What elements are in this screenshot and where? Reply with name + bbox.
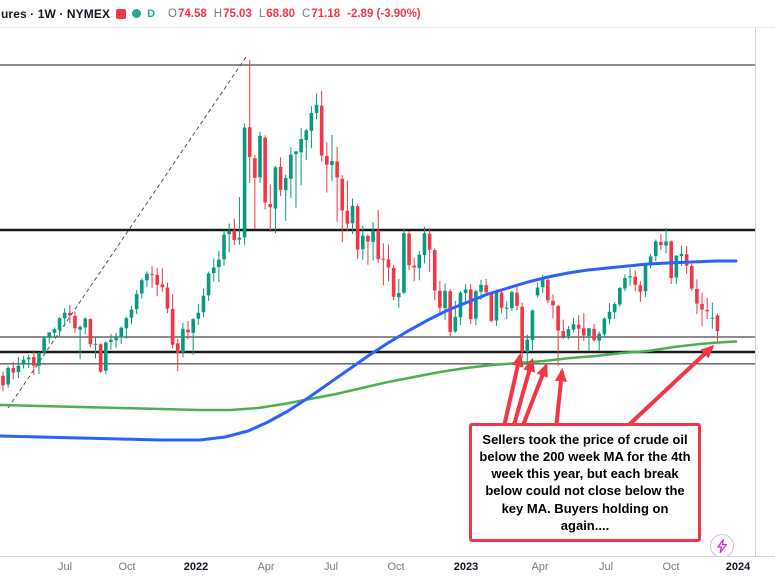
time-axis-label: Jul — [57, 561, 73, 573]
interval-indicator: D — [147, 7, 156, 20]
time-axis-label: Apr — [257, 561, 275, 573]
candles-series — [1, 60, 720, 392]
time-axis-label: Oct — [387, 561, 405, 573]
price-axis-border — [755, 27, 756, 556]
instant-trading-button[interactable] — [710, 534, 734, 558]
time-axis-label: Apr — [531, 561, 549, 573]
lightning-bolt-icon — [717, 539, 728, 553]
annotation-callout[interactable]: Sellers took the price of crude oil belo… — [469, 423, 701, 542]
data-status-icon — [132, 9, 142, 18]
flag-icon[interactable] — [116, 8, 127, 19]
chart-header: ures · 1W · NYMEX D O 74.58 H 75.03 L 68.80… — [0, 0, 775, 28]
close-value: 71.18 — [311, 7, 341, 20]
change-value: -2.89 (-3.90%) — [347, 7, 421, 20]
open-value: 74.58 — [177, 7, 207, 20]
high-label: H — [213, 7, 223, 20]
moving-averages[interactable] — [0, 259, 738, 442]
time-axis-label: Jul — [598, 561, 614, 573]
support-resistance-lines[interactable] — [0, 64, 755, 365]
trendline-dashed[interactable] — [7, 56, 247, 409]
time-axis-label: Oct — [118, 561, 136, 573]
close-label: C — [302, 7, 311, 20]
time-axis-label: 2022 — [183, 561, 209, 573]
ohlc-readout: O 74.58 H 75.03 L 68.80 C 71.18 -2.89 (-3.90… — [161, 8, 421, 20]
time-axis-label: 2023 — [453, 561, 479, 573]
annotation-arrows[interactable] — [501, 344, 715, 437]
time-axis[interactable]: Jul Oct 2022 Apr Jul Oct 2023 Apr Jul Oct 2024 — [0, 556, 775, 582]
time-axis-label: 2024 — [725, 561, 751, 573]
low-value: 68.80 — [266, 7, 296, 20]
symbol-title[interactable]: ures · 1W · NYMEX — [1, 6, 111, 21]
time-axis-label: Jul — [323, 561, 339, 573]
100-week-ma[interactable] — [0, 259, 738, 442]
low-label: L — [258, 7, 266, 20]
200-week-ma[interactable] — [0, 340, 738, 412]
open-label: O — [168, 7, 177, 20]
time-axis-label: Oct — [662, 561, 680, 573]
high-value: 75.03 — [223, 7, 252, 20]
